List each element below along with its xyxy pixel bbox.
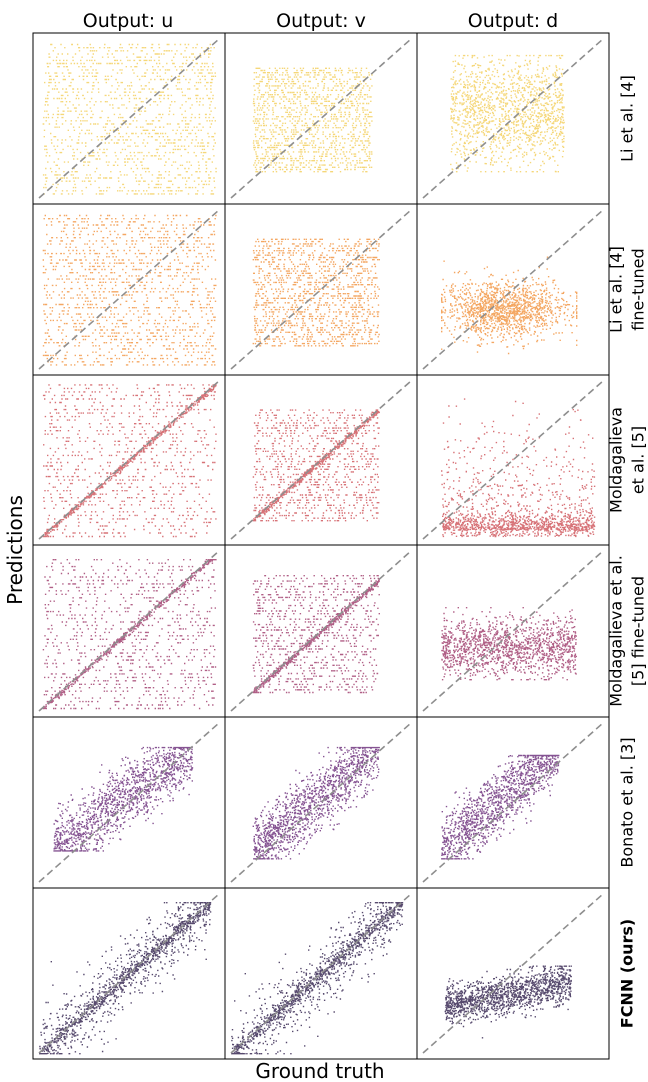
identity-reference-line [230,550,412,712]
column-title-d: Output: d [468,10,559,32]
panel-r5-c0 [32,887,226,1060]
row-label-1-line-0: Li et al. [4] [607,246,626,333]
identity-reference-line [230,209,412,370]
row-label-2-line-0: Moldagalieva [607,407,626,513]
identity-reference-line [230,722,412,883]
scatter-points [53,746,194,852]
identity-reference-line [38,209,220,370]
scatter-points [444,965,572,1039]
identity-reference-line [422,893,604,1054]
scatter-points [252,67,373,173]
panel-r5-c1 [224,887,418,1060]
scatter-points [252,409,380,522]
identity-reference-line [422,209,604,370]
y-axis-label: Predictions [3,495,27,605]
panel-r3-c0 [32,544,226,718]
column-title-v: Output: v [276,10,366,32]
panel-r4-c1 [224,716,418,889]
panel-r1-c2 [416,203,610,376]
panel-r3-c1 [224,544,418,718]
row-label-3-line-0: Moldagalieva et al. [607,555,626,707]
row-label-0-line-0: Li et al. [4] [618,75,637,162]
identity-reference-line [230,380,412,540]
identity-reference-line [422,38,604,199]
panel-r1-c0 [32,203,226,376]
x-axis-label: Ground truth [255,1059,384,1082]
scatter-points [42,559,217,710]
panel-r0-c1 [224,32,418,205]
scatter-points [441,754,560,860]
row-label-5-line-0: FCNN (ours) [618,919,637,1028]
identity-reference-line [422,722,604,883]
panel-r1-c1 [224,203,418,376]
scatter-points [441,256,578,355]
panel-r3-c2 [416,544,610,718]
panel-r4-c0 [32,716,226,889]
identity-reference-line [422,550,604,712]
identity-reference-line [38,722,220,883]
row-labels: Li et al. [4]Li et al. [4] fine-tunedMold… [607,75,648,1028]
column-title-u: Output: u [83,10,173,32]
panel-r2-c0 [32,374,226,546]
panel-r0-c0 [32,32,226,205]
identity-reference-line [230,893,412,1054]
panel-r2-c2 [416,374,610,546]
panel-r2-c1 [224,374,418,546]
scatter-points [441,398,596,538]
identity-reference-line [38,380,220,540]
scatter-points [231,902,404,1055]
identity-reference-line [38,550,220,712]
scatter-points [42,384,217,538]
identity-reference-line [38,893,220,1054]
identity-reference-line [230,38,412,199]
panel-grid [32,32,610,1060]
panel-r5-c2 [416,887,610,1060]
scatter-points [441,607,577,681]
row-label-2-line-1: et al. [5] [629,426,648,494]
row-label-3-line-1: [5] fine-tuned [629,576,648,686]
panel-r0-c2 [416,32,610,205]
scatter-points [450,54,565,173]
column-titles: Output: u Output: v Output: d [83,10,559,32]
identity-reference-line [422,380,604,540]
identity-reference-line [38,38,220,199]
scatter-points [39,902,212,1055]
row-label-4-line-0: Bonato et al. [3] [618,737,637,867]
row-label-1-line-1: fine-tuned [629,248,648,330]
scatter-points [252,746,380,860]
panel-r4-c2 [416,716,610,889]
